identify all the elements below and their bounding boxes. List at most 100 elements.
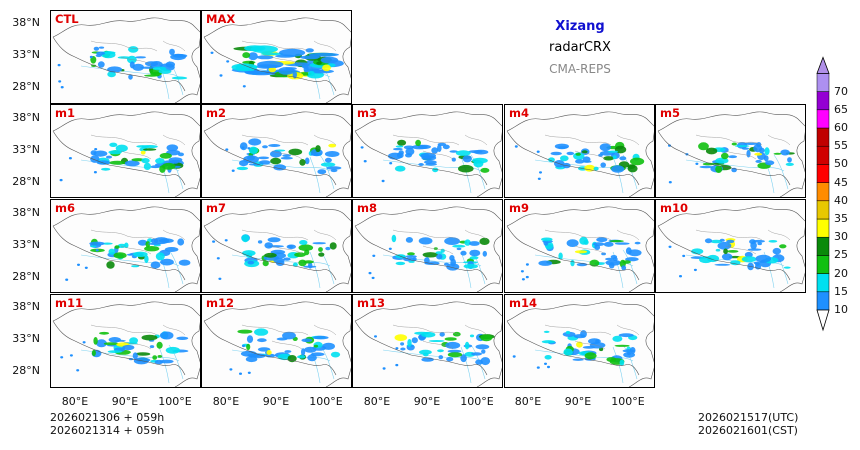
map-panel: m4	[504, 104, 655, 198]
echo-mark	[428, 340, 445, 342]
echo-mark	[136, 357, 151, 363]
echo-mark	[444, 337, 457, 341]
echo-mark	[422, 252, 439, 258]
echo-mark	[109, 142, 118, 147]
echo-mark	[135, 352, 151, 356]
echo-mark	[431, 147, 439, 154]
echo-mark	[264, 252, 277, 258]
echo-mark	[695, 162, 699, 165]
echo-mark	[630, 157, 645, 166]
echo-mark	[405, 237, 413, 243]
echo-mark	[159, 152, 172, 159]
echo-mark	[307, 70, 315, 77]
echo-mark	[423, 352, 429, 357]
echo-mark	[418, 237, 433, 245]
echo-mark	[254, 328, 269, 336]
echo-mark	[603, 156, 614, 161]
echo-mark	[544, 362, 547, 365]
echo-mark	[374, 335, 377, 338]
echo-mark	[132, 63, 144, 71]
map-svg	[354, 111, 502, 197]
panel-label: m10	[660, 201, 688, 215]
echo-mark	[421, 331, 436, 338]
echo-mark	[702, 162, 715, 166]
echo-mark	[257, 347, 271, 352]
panel-label: m7	[206, 201, 226, 215]
lat-tick-33: 33°N	[12, 332, 40, 345]
echo-mark	[481, 349, 486, 354]
echo-mark	[475, 344, 490, 350]
echo-mark	[704, 238, 713, 244]
echo-mark	[294, 252, 306, 257]
echo-mark	[84, 266, 88, 269]
map-panel: CTL	[50, 10, 201, 104]
echo-mark	[159, 331, 174, 340]
echo-mark	[97, 61, 105, 68]
echo-mark	[437, 144, 442, 152]
echo-mark	[313, 335, 329, 340]
echo-mark	[558, 252, 563, 260]
echo-mark	[405, 255, 417, 258]
echo-mark	[719, 238, 725, 242]
echo-mark	[614, 242, 630, 245]
colorbar-segment	[816, 127, 830, 147]
echo-mark	[141, 334, 158, 341]
echo-mark	[96, 160, 111, 165]
echo-mark	[395, 363, 399, 367]
echo-mark	[417, 144, 431, 149]
echo-mark	[210, 51, 214, 54]
echo-mark	[693, 268, 697, 272]
echo-mark	[68, 157, 72, 160]
map-svg	[203, 17, 351, 103]
echo-mark	[735, 145, 750, 148]
colorbar-segment	[816, 236, 830, 256]
echo-mark	[550, 151, 562, 156]
echo-mark	[282, 154, 291, 157]
echo-mark	[723, 248, 728, 255]
echo-mark	[612, 155, 617, 160]
echo-mark	[106, 261, 115, 269]
echo-mark	[246, 343, 251, 351]
echo-mark	[727, 250, 739, 253]
echo-mark	[256, 55, 274, 60]
echo-mark	[270, 150, 282, 158]
panel-label: m6	[55, 201, 75, 215]
echo-mark	[303, 265, 317, 268]
echo-mark	[242, 85, 246, 88]
echo-mark	[754, 263, 762, 270]
echo-mark	[218, 277, 222, 280]
echo-mark	[599, 143, 611, 152]
echo-mark	[239, 142, 248, 151]
echo-mark	[407, 339, 412, 347]
province-line	[544, 324, 640, 350]
colorbar-label: 40	[834, 193, 848, 207]
echo-mark	[106, 155, 112, 159]
echo-mark	[141, 158, 150, 164]
echo-mark	[298, 244, 314, 251]
echo-mark	[248, 146, 258, 154]
lat-tick-28: 28°N	[12, 175, 40, 188]
panel-label: m13	[357, 296, 385, 310]
echo-mark	[247, 260, 255, 265]
echo-mark	[603, 241, 614, 247]
echo-mark	[273, 258, 285, 263]
echo-mark	[437, 142, 447, 146]
echo-mark	[548, 157, 555, 163]
echo-mark	[156, 341, 163, 349]
colorbar-label: 10	[834, 303, 848, 316]
province-line	[241, 324, 337, 350]
echo-mark	[753, 261, 761, 265]
lon-tick-100: 100°E	[309, 395, 343, 408]
echo-mark	[449, 255, 455, 261]
boundary-line	[52, 206, 200, 292]
echo-mark	[246, 335, 254, 343]
echo-mark	[395, 261, 406, 266]
echo-mark	[743, 142, 759, 145]
echo-mark	[99, 331, 110, 335]
echo-mark	[463, 263, 478, 269]
echo-mark	[177, 152, 184, 157]
echo-mark	[212, 240, 216, 243]
echo-mark	[699, 256, 713, 264]
echo-mark	[108, 248, 116, 255]
panel-label: m9	[509, 201, 529, 215]
